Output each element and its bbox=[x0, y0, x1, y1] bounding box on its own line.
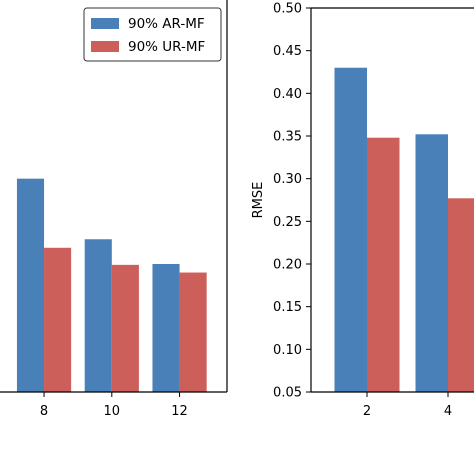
left-bars bbox=[16, 178, 207, 392]
right-y-ticks: 0.05 0.10 0.15 0.20 0.25 0.30 0.35 0.40 0.45 0.50 bbox=[273, 2, 311, 401]
y-tick-label-0.10: 0.10 bbox=[273, 343, 302, 358]
bar-left-12-s1 bbox=[179, 272, 207, 392]
left-x-ticks: 8 10 12 bbox=[40, 392, 188, 419]
legend-label-ur-mf: 90% UR-MF bbox=[128, 39, 205, 55]
y-tick-label-0.50: 0.50 bbox=[273, 2, 302, 17]
y-tick-label-0.35: 0.35 bbox=[273, 130, 302, 145]
bar-right-4-s1 bbox=[448, 198, 474, 392]
x-tick-label-left-8: 8 bbox=[40, 404, 48, 419]
right-chart: RMSE 0.05 0.10 0.15 0.20 0.25 0.30 0.35 0.40 0.4… bbox=[251, 2, 474, 419]
bar-left-10-s0 bbox=[84, 239, 112, 392]
bar-right-2-s0 bbox=[334, 67, 367, 392]
x-tick-label-left-10: 10 bbox=[104, 404, 121, 419]
y-tick-label-0.05: 0.05 bbox=[273, 386, 302, 401]
bar-left-8-s0 bbox=[16, 178, 45, 392]
legend-swatch-ur-mf bbox=[91, 41, 119, 52]
bar-left-8-s1 bbox=[44, 247, 72, 392]
y-tick-label-0.15: 0.15 bbox=[273, 300, 302, 315]
bar-left-10-s1 bbox=[111, 264, 139, 392]
bar-right-4-s0 bbox=[415, 134, 448, 392]
y-tick-label-0.25: 0.25 bbox=[273, 215, 302, 230]
left-chart: 8 10 12 90% AR-MF 90% UR-MF bbox=[0, 0, 228, 419]
x-tick-label-right-2: 2 bbox=[363, 404, 371, 419]
legend-label-ar-mf: 90% AR-MF bbox=[128, 16, 205, 32]
bar-right-2-s1 bbox=[367, 137, 400, 392]
x-tick-label-right-4: 4 bbox=[444, 404, 452, 419]
x-tick-label-left-12: 12 bbox=[171, 404, 188, 419]
right-chart-y-label: RMSE bbox=[251, 182, 266, 219]
legend: 90% AR-MF 90% UR-MF bbox=[83, 7, 222, 62]
right-bars bbox=[334, 67, 474, 392]
y-tick-label-0.45: 0.45 bbox=[273, 44, 302, 59]
y-tick-label-0.20: 0.20 bbox=[273, 258, 302, 273]
y-tick-label-0.30: 0.30 bbox=[273, 172, 302, 187]
y-tick-label-0.40: 0.40 bbox=[273, 87, 302, 102]
legend-swatch-ar-mf bbox=[91, 18, 119, 29]
bar-left-12-s0 bbox=[152, 264, 180, 392]
